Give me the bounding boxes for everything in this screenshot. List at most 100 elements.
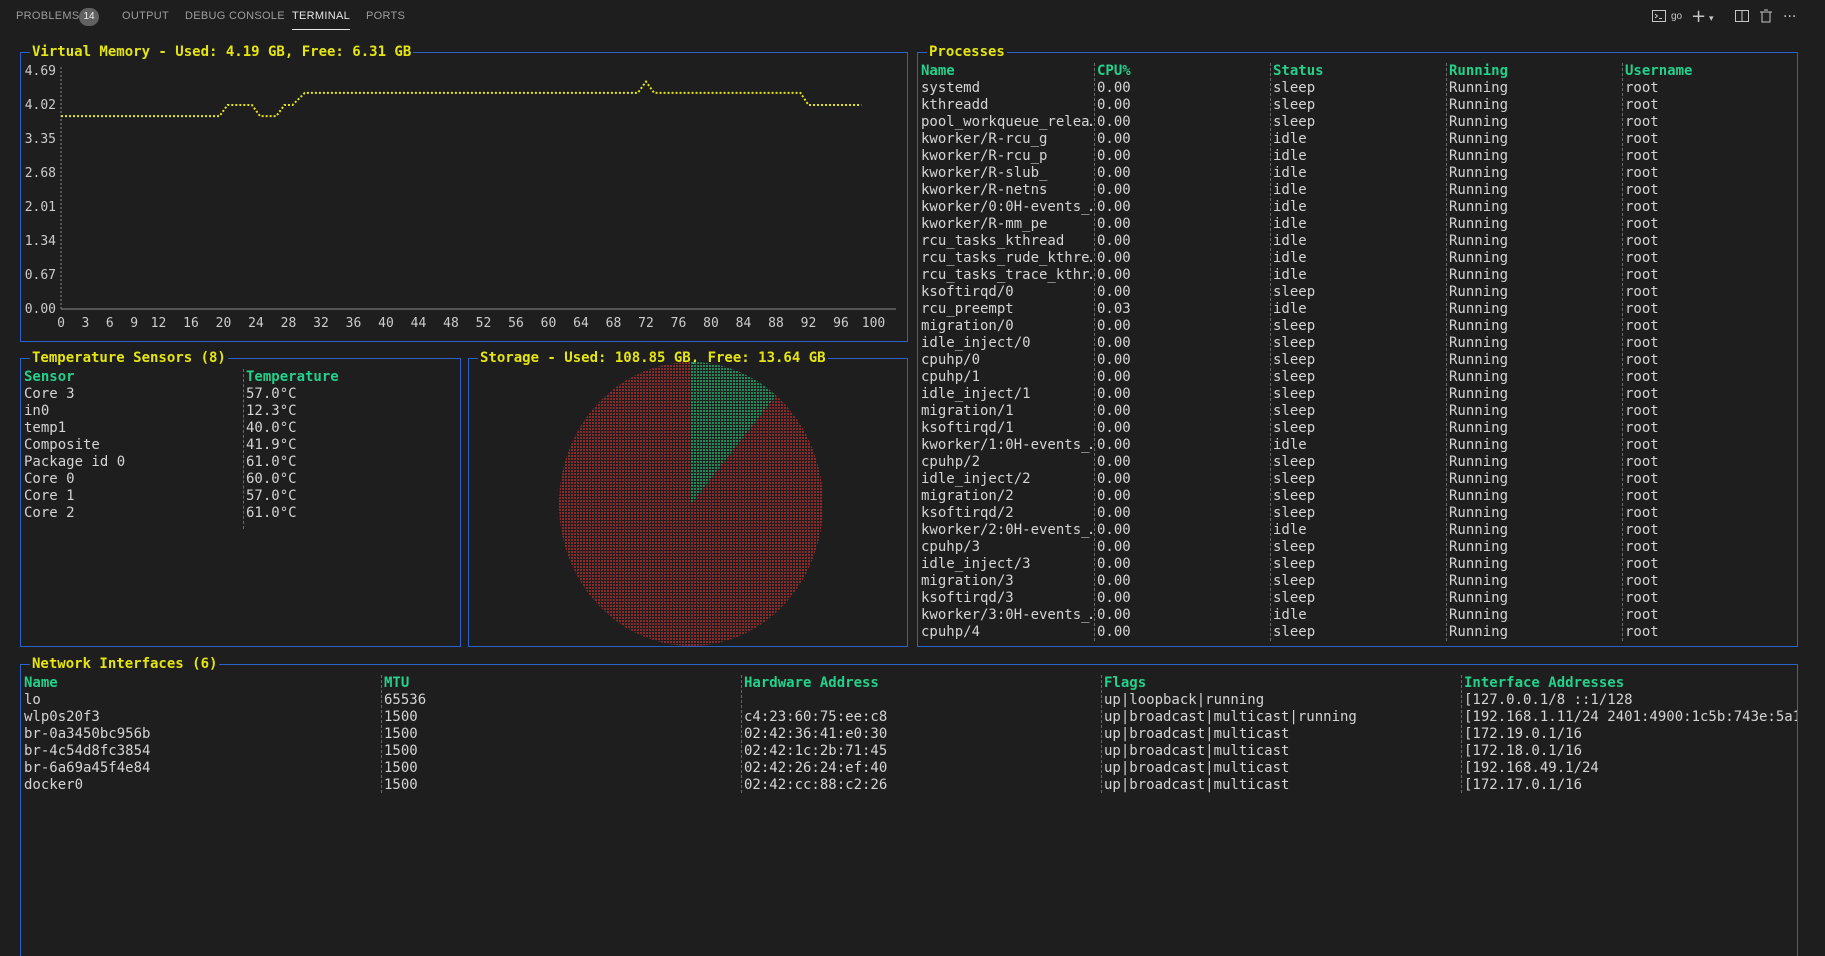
column-header: Interface Addresses	[1464, 675, 1625, 691]
table-cell: sleep	[1273, 335, 1316, 351]
table-cell: sleep	[1273, 539, 1316, 555]
terminal-icon[interactable]	[1652, 9, 1666, 27]
table-column: Hardware Address c4:23:60:75:ee:c8 02:42:3…	[744, 675, 1099, 794]
table-cell: idle_inject/3	[921, 556, 1031, 572]
x-tick-label: 52	[476, 316, 492, 331]
table-cell: idle	[1273, 607, 1307, 623]
x-tick-label: 0	[57, 316, 65, 331]
table-cell: idle_inject/2	[921, 471, 1031, 487]
table-cell: 0.00	[1097, 505, 1131, 521]
table-cell: Running	[1449, 386, 1509, 402]
x-tick-label: 68	[606, 316, 622, 331]
table-cell: idle	[1273, 199, 1307, 215]
x-tick-label: 80	[703, 316, 719, 331]
table-cell: Running	[1449, 80, 1509, 96]
table-cell: 0.00	[1097, 216, 1131, 232]
table-column: Running Running Running Running Running Runni…	[1449, 63, 1621, 641]
x-tick-label: 100	[862, 316, 885, 331]
panel-tab-bar: PROBLEMS 14 OUTPUT DEBUG CONSOLE TERMINA…	[0, 0, 1825, 34]
table-cell: 0.00	[1097, 420, 1131, 436]
table-cell: ksoftirqd/3	[921, 590, 1014, 606]
split-icon[interactable]	[1735, 9, 1749, 27]
table-cell: root	[1625, 420, 1659, 436]
table-cell: root	[1625, 556, 1659, 572]
table-cell: root	[1625, 80, 1659, 96]
x-tick-label: 9	[130, 316, 138, 331]
table-cell: 02:42:1c:2b:71:45	[744, 743, 888, 759]
table-cell: 65536	[384, 692, 427, 708]
column-header: Running	[1449, 63, 1509, 79]
table-cell: br-0a3450bc956b	[24, 726, 151, 742]
table-cell: root	[1625, 250, 1659, 266]
table-cell: migration/0	[921, 318, 1014, 334]
chevron-down-icon[interactable]: ▾	[1709, 14, 1714, 24]
table-cell: migration/3	[921, 573, 1014, 589]
processes-title: Processes	[927, 44, 1007, 60]
plus-icon[interactable]: +	[1691, 6, 1707, 27]
table-cell: kworker/1:0H-events_…	[921, 437, 1093, 453]
storage-title: Storage - Used: 108.85 GB, Free: 13.64 G…	[478, 350, 828, 366]
table-cell: up|broadcast|multicast	[1104, 743, 1290, 759]
table-column: Temperature 57.0°C 12.3°C 40.0°C 41.9°C 61.0°…	[246, 369, 456, 522]
tab-problems[interactable]: PROBLEMS	[16, 10, 80, 22]
x-tick-label: 36	[346, 316, 362, 331]
table-cell: Running	[1449, 199, 1509, 215]
table-cell: sleep	[1273, 114, 1316, 130]
table-cell: root	[1625, 199, 1659, 215]
x-tick-label: 12	[151, 316, 167, 331]
table-cell: sleep	[1273, 97, 1316, 113]
table-cell: 0.00	[1097, 250, 1131, 266]
terminal-name-label[interactable]: go	[1671, 11, 1683, 22]
table-cell: root	[1625, 573, 1659, 589]
trash-icon[interactable]	[1759, 9, 1773, 27]
table-cell: root	[1625, 352, 1659, 368]
terminal-icon-graphic	[1652, 10, 1666, 22]
more-icon[interactable]: ···	[1783, 9, 1797, 25]
table-cell: pool_workqueue_relea…	[921, 114, 1093, 130]
table-cell: root	[1625, 165, 1659, 181]
table-cell: 0.00	[1097, 369, 1131, 385]
table-cell: idle	[1273, 522, 1307, 538]
table-cell: root	[1625, 369, 1659, 385]
table-cell: 41.9°C	[246, 437, 297, 453]
y-tick-label: 4.02	[25, 98, 56, 113]
column-header: CPU%	[1097, 63, 1131, 79]
table-cell: root	[1625, 216, 1659, 232]
table-cell: sleep	[1273, 454, 1316, 470]
table-cell: 0.00	[1097, 607, 1131, 623]
table-cell: root	[1625, 335, 1659, 351]
table-cell: Running	[1449, 335, 1509, 351]
table-cell: idle	[1273, 131, 1307, 147]
tab-terminal[interactable]: TERMINAL	[292, 10, 351, 30]
table-cell: Running	[1449, 301, 1509, 317]
tab-ports[interactable]: PORTS	[366, 10, 406, 22]
table-cell: 0.00	[1097, 437, 1131, 453]
x-tick-label: 88	[768, 316, 784, 331]
tab-output[interactable]: OUTPUT	[122, 10, 170, 22]
table-cell: Running	[1449, 182, 1509, 198]
virtual-memory-panel: Virtual Memory - Used: 4.19 GB, Free: 6.…	[20, 44, 908, 342]
table-cell: in0	[24, 403, 50, 419]
table-cell: cpuhp/3	[921, 539, 981, 555]
table-cell: Running	[1449, 573, 1509, 589]
problems-count-badge: 14	[79, 8, 99, 26]
table-cell: up|loopback|running	[1104, 692, 1265, 708]
table-cell: Running	[1449, 233, 1509, 249]
temperature-sensors-title: Temperature Sensors (8)	[30, 350, 228, 366]
table-cell: kthreadd	[921, 97, 989, 113]
x-tick-label: 72	[638, 316, 654, 331]
table-cell: root	[1625, 403, 1659, 419]
table-cell: 12.3°C	[246, 403, 297, 419]
table-cell: kworker/3:0H-events_…	[921, 607, 1093, 623]
table-cell: Package id 0	[24, 454, 126, 470]
table-cell: root	[1625, 97, 1659, 113]
x-tick-label: 96	[833, 316, 849, 331]
tab-debug-console[interactable]: DEBUG CONSOLE	[185, 10, 285, 22]
table-column: MTU 65536 1500 1500 1500 1500 1500	[384, 675, 739, 794]
y-tick-label: 4.69	[25, 64, 56, 79]
x-tick-label: 84	[736, 316, 752, 331]
table-cell: kworker/R-rcu_g	[921, 131, 1048, 147]
table-cell: up|broadcast|multicast|running	[1104, 709, 1357, 725]
table-cell: 1500	[384, 760, 418, 776]
table-cell: Running	[1449, 454, 1509, 470]
